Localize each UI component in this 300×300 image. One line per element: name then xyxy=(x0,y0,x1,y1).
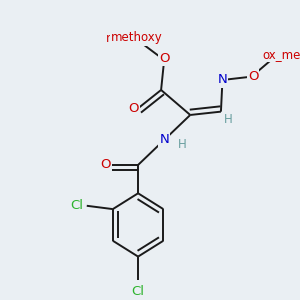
Text: methoxy: methoxy xyxy=(111,31,162,44)
Text: H: H xyxy=(178,139,187,152)
Text: methoxy: methoxy xyxy=(106,32,158,45)
Text: O: O xyxy=(100,158,110,172)
Text: N: N xyxy=(218,74,227,86)
Text: ox_me: ox_me xyxy=(262,49,300,62)
Text: Cl: Cl xyxy=(70,199,83,212)
Text: O: O xyxy=(248,70,258,83)
Text: N: N xyxy=(159,134,169,146)
Text: H: H xyxy=(224,113,233,127)
Text: O: O xyxy=(159,52,169,65)
Text: O: O xyxy=(128,102,139,115)
Text: Cl: Cl xyxy=(132,285,145,298)
